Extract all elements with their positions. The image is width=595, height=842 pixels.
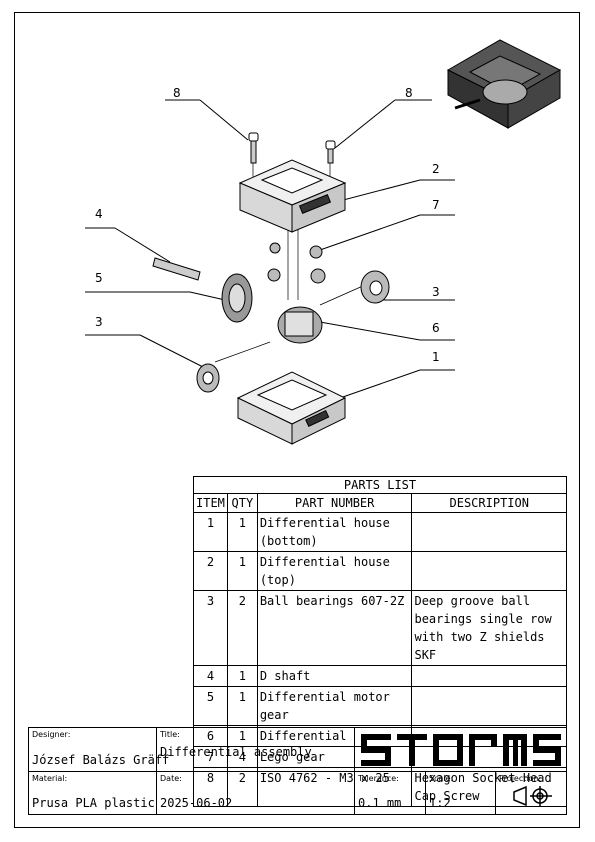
designer-value: József Balázs Gräff bbox=[32, 753, 170, 767]
table-row: 5 1 Differential motor gear bbox=[193, 686, 567, 726]
leader-line bbox=[334, 99, 396, 149]
date-cell: Date: 2025-06-02 bbox=[157, 772, 355, 814]
tolerance-cell: Tolerance: 0.1 mm bbox=[355, 772, 426, 814]
first-angle-projection-icon bbox=[513, 785, 552, 807]
parts-list-title: PARTS LIST bbox=[193, 476, 567, 494]
balloon-1: 1 bbox=[432, 350, 440, 364]
cell-part-number: ISO 4762 - M3 x 25 bbox=[256, 767, 413, 807]
motor-gear bbox=[221, 273, 253, 323]
designer-cell: Designer: József Balázs Gräff bbox=[29, 728, 169, 772]
leader-line bbox=[319, 321, 421, 341]
cell-part-number: D shaft bbox=[256, 665, 413, 687]
projection-label: Projection: bbox=[499, 774, 542, 783]
table-row: 2 1 Differential house (top) bbox=[193, 551, 567, 591]
tolerance-label: Tolerance: bbox=[358, 774, 399, 783]
title-block: Designer: József Balázs Gräff Title: Dif… bbox=[28, 727, 567, 815]
cell-description bbox=[411, 512, 567, 552]
header-description: DESCRIPTION bbox=[411, 493, 567, 513]
table-row: 1 1 Differential house (bottom) bbox=[193, 512, 567, 552]
scale-value: 1:2 bbox=[429, 796, 451, 810]
title-cell: Title: Differential assembly bbox=[157, 728, 355, 772]
scale-label: Scale: bbox=[429, 774, 454, 783]
material-value: Prusa PLA plastic bbox=[32, 796, 155, 810]
leader-line bbox=[199, 99, 249, 141]
assembled-preview bbox=[446, 39, 562, 129]
housing-bottom bbox=[236, 371, 347, 445]
bearing-left bbox=[196, 363, 220, 393]
balloon-4: 4 bbox=[95, 207, 103, 221]
parts-list-table: PARTS LIST ITEM QTY PART NUMBER DESCRIPT… bbox=[193, 476, 567, 807]
logo-cell bbox=[355, 728, 566, 772]
designer-label: Designer: bbox=[32, 730, 71, 739]
housing-top bbox=[238, 159, 347, 233]
cell-qty: 2 bbox=[226, 590, 258, 666]
storms-logo bbox=[361, 734, 561, 766]
cell-part-number: Differential house (top) bbox=[256, 551, 413, 591]
cell-part-number: Ball bearings 607-2Z bbox=[256, 590, 413, 666]
title-value: Differential assembly bbox=[160, 745, 312, 759]
screw-right bbox=[325, 140, 336, 164]
balloon-8-right: 8 bbox=[405, 86, 413, 100]
cell-item: 2 bbox=[193, 551, 228, 591]
balloon-5: 5 bbox=[95, 271, 103, 285]
balloon-3-left: 3 bbox=[95, 315, 103, 329]
header-item: ITEM bbox=[193, 493, 228, 513]
cell-item: 4 bbox=[193, 665, 228, 687]
header-qty: QTY bbox=[226, 493, 258, 513]
cell-description bbox=[411, 665, 567, 687]
leader-line bbox=[189, 291, 226, 301]
leader-line bbox=[114, 227, 171, 263]
lego-gears bbox=[267, 242, 326, 284]
cell-item: 1 bbox=[193, 512, 228, 552]
balloon-3-right: 3 bbox=[432, 285, 440, 299]
cell-qty: 2 bbox=[226, 767, 258, 807]
balloon-8-left: 8 bbox=[173, 86, 181, 100]
table-row: 3 2 Ball bearings 607-2Z Deep groove ball b… bbox=[193, 590, 567, 666]
cell-item: 3 bbox=[193, 590, 228, 666]
cell-part-number: Differential motor gear bbox=[256, 686, 413, 726]
cell-description bbox=[411, 686, 567, 726]
material-cell: Material: Prusa PLA plastic bbox=[29, 772, 157, 814]
cell-description: Deep groove ball bearings single row wit… bbox=[411, 590, 567, 666]
balloon-2: 2 bbox=[432, 162, 440, 176]
cell-description bbox=[411, 551, 567, 591]
header-part-number: PART NUMBER bbox=[256, 493, 413, 513]
cell-qty: 1 bbox=[226, 512, 258, 552]
balloon-7: 7 bbox=[432, 198, 440, 212]
balloon-6: 6 bbox=[432, 321, 440, 335]
cell-qty: 1 bbox=[226, 551, 258, 591]
date-label: Date: bbox=[160, 774, 182, 783]
leader-line bbox=[339, 369, 421, 399]
bearing-right bbox=[360, 270, 390, 304]
leader-line bbox=[139, 334, 206, 369]
date-value: 2025-06-02 bbox=[160, 796, 233, 810]
screw-left bbox=[248, 132, 259, 164]
scale-cell: Scale: 1:2 bbox=[426, 772, 496, 814]
cell-qty: 1 bbox=[226, 665, 258, 687]
drawing-frame bbox=[14, 12, 580, 828]
leader-line bbox=[319, 214, 421, 251]
d-shaft bbox=[152, 257, 201, 281]
material-label: Material: bbox=[32, 774, 68, 783]
table-row: 6 1 Differential bbox=[193, 725, 567, 747]
cell-description: Hexagon Socket Head Cap Screw bbox=[411, 767, 567, 807]
projection-cell: Projection: bbox=[496, 772, 566, 814]
cell-item: 8 bbox=[193, 767, 228, 807]
differential bbox=[277, 306, 323, 344]
cell-item: 5 bbox=[193, 686, 228, 726]
parts-list-body: 1 1 Differential house (bottom) 2 1 Different… bbox=[193, 512, 567, 807]
cell-part-number: Differential house (bottom) bbox=[256, 512, 413, 552]
tolerance-value: 0.1 mm bbox=[358, 796, 402, 810]
cell-qty: 1 bbox=[226, 686, 258, 726]
table-row: 8 2 ISO 4762 - M3 x 25 Hexagon Socket Head … bbox=[193, 767, 567, 807]
title-label: Title: bbox=[160, 730, 180, 739]
